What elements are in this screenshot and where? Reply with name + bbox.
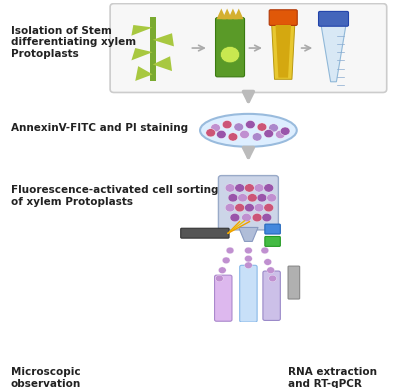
Circle shape — [228, 133, 238, 141]
FancyBboxPatch shape — [135, 356, 149, 379]
Polygon shape — [153, 33, 174, 47]
Circle shape — [244, 204, 254, 212]
Polygon shape — [117, 365, 126, 388]
Circle shape — [269, 124, 278, 132]
Ellipse shape — [200, 114, 297, 147]
Circle shape — [314, 363, 372, 388]
Polygon shape — [276, 25, 291, 78]
FancyBboxPatch shape — [214, 275, 232, 321]
Circle shape — [280, 127, 290, 135]
Circle shape — [261, 247, 269, 254]
Text: Isolation of Stem
differentiating xylem
Protoplasts: Isolation of Stem differentiating xylem … — [10, 26, 136, 59]
Polygon shape — [135, 66, 153, 81]
FancyBboxPatch shape — [110, 3, 387, 92]
FancyBboxPatch shape — [265, 224, 280, 234]
FancyBboxPatch shape — [240, 265, 257, 322]
Polygon shape — [279, 367, 306, 388]
FancyBboxPatch shape — [269, 10, 297, 25]
Polygon shape — [321, 24, 346, 82]
Polygon shape — [239, 227, 258, 241]
Circle shape — [276, 130, 285, 139]
FancyBboxPatch shape — [276, 355, 310, 369]
Polygon shape — [150, 17, 156, 81]
Text: AnnexinV-FITC and PI staining: AnnexinV-FITC and PI staining — [10, 123, 188, 133]
Polygon shape — [131, 25, 153, 36]
Polygon shape — [272, 23, 295, 79]
Circle shape — [267, 194, 276, 202]
Polygon shape — [216, 9, 226, 19]
Circle shape — [257, 123, 267, 131]
Circle shape — [175, 383, 190, 388]
Circle shape — [244, 184, 254, 192]
Circle shape — [234, 123, 244, 131]
Text: Fluorescence-activated cell sorting
of xylem Protoplasts: Fluorescence-activated cell sorting of x… — [10, 185, 218, 207]
Circle shape — [226, 247, 234, 254]
Circle shape — [267, 267, 274, 274]
Circle shape — [225, 204, 235, 212]
Polygon shape — [131, 48, 153, 61]
Circle shape — [244, 247, 252, 254]
Circle shape — [257, 194, 267, 202]
Circle shape — [216, 130, 226, 139]
Circle shape — [244, 262, 252, 268]
Circle shape — [264, 204, 274, 212]
Circle shape — [206, 129, 216, 137]
Circle shape — [228, 194, 238, 202]
Circle shape — [235, 184, 244, 192]
Circle shape — [238, 194, 248, 202]
Circle shape — [222, 120, 232, 129]
FancyBboxPatch shape — [181, 228, 229, 238]
Circle shape — [252, 133, 262, 141]
Circle shape — [264, 259, 272, 265]
Circle shape — [240, 130, 249, 139]
Polygon shape — [109, 386, 144, 388]
FancyBboxPatch shape — [263, 271, 280, 320]
FancyBboxPatch shape — [288, 266, 300, 299]
Text: RNA extraction
and RT-qPCR: RNA extraction and RT-qPCR — [288, 367, 377, 388]
Polygon shape — [117, 367, 140, 373]
Circle shape — [152, 371, 167, 385]
Circle shape — [230, 213, 240, 222]
Circle shape — [216, 275, 223, 282]
Polygon shape — [234, 9, 244, 19]
Circle shape — [264, 130, 274, 138]
Polygon shape — [222, 9, 232, 19]
Circle shape — [246, 120, 255, 129]
Polygon shape — [153, 56, 172, 71]
Polygon shape — [228, 9, 238, 19]
FancyBboxPatch shape — [218, 176, 278, 230]
Text: Microscopic
observation: Microscopic observation — [10, 367, 81, 388]
FancyBboxPatch shape — [216, 17, 244, 77]
Circle shape — [248, 194, 257, 202]
FancyBboxPatch shape — [128, 372, 137, 388]
Circle shape — [218, 267, 226, 274]
Circle shape — [158, 383, 173, 388]
Circle shape — [252, 213, 262, 222]
Circle shape — [235, 204, 244, 212]
Circle shape — [262, 213, 272, 222]
Circle shape — [242, 213, 251, 222]
Circle shape — [225, 184, 235, 192]
Circle shape — [254, 184, 264, 192]
FancyBboxPatch shape — [318, 11, 348, 26]
Circle shape — [211, 124, 220, 132]
Circle shape — [269, 275, 276, 282]
FancyBboxPatch shape — [265, 236, 280, 246]
Circle shape — [183, 371, 198, 385]
Circle shape — [167, 371, 183, 385]
Circle shape — [244, 255, 252, 262]
Circle shape — [264, 184, 274, 192]
Circle shape — [222, 257, 230, 263]
Circle shape — [254, 204, 264, 212]
Circle shape — [220, 47, 240, 63]
Circle shape — [146, 363, 204, 388]
